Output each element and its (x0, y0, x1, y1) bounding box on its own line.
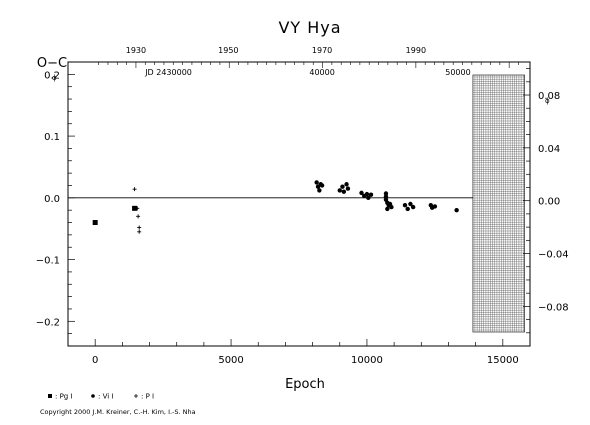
data-point-plus (137, 229, 142, 234)
legend-label: : Pg I (55, 393, 73, 401)
legend-plus-marker (134, 394, 138, 398)
y-axis-ticks: −0.2 −0.1 0.0 0.1 0.2 (36, 61, 75, 335)
right-tick-label: 0.00 (538, 197, 560, 208)
data-point-circle (345, 186, 351, 191)
data-point-plus (136, 214, 141, 219)
data-point-circle (385, 206, 390, 212)
x-axis-label: Epoch (285, 377, 325, 392)
data-point-plus (137, 225, 142, 230)
y-tick-label: 0.0 (44, 194, 60, 205)
data-point-circle (337, 188, 342, 193)
data-point-circle (359, 190, 364, 196)
data-point-circle (340, 184, 345, 189)
data-points (92, 180, 459, 234)
y-tick-label: 0.1 (44, 132, 60, 143)
legend-square-marker (48, 394, 52, 398)
x-tick-label: 5000 (218, 355, 243, 366)
year-tick-label: 1990 (406, 46, 426, 55)
data-point-circle (314, 180, 319, 185)
data-point-circle (341, 189, 347, 194)
y-axis-label: O−C (37, 56, 67, 71)
jd-label: 40000 (309, 68, 334, 77)
right-tick-label: 0.04 (538, 144, 560, 155)
jd-label: 50000 (445, 68, 470, 77)
phase-label-left: ϕ (52, 74, 57, 82)
hatched-region (472, 74, 525, 333)
julian-date-labels: JD 2430000 40000 50000 (144, 68, 471, 77)
right-tick-label: −0.04 (538, 250, 569, 261)
data-point-circle (432, 204, 438, 209)
data-point-circle (364, 191, 370, 197)
data-point-circle (408, 201, 413, 207)
data-point-plus (132, 187, 137, 192)
right-axis-ticks: −0.08 −0.04 0.00 0.04 0.08 (523, 68, 569, 334)
plot-frame (67, 61, 531, 347)
data-point-circle (317, 188, 322, 193)
x-axis-ticks: 0 5000 10000 15000 (92, 339, 519, 366)
data-point-square (132, 205, 138, 211)
x-tick-label: 0 (92, 355, 98, 366)
data-point-square (92, 220, 98, 226)
data-point-circle (368, 192, 374, 197)
legend-circle-marker (91, 394, 95, 398)
data-point-circle (402, 203, 408, 208)
data-point-circle (405, 206, 410, 212)
data-point-circle (366, 195, 371, 201)
legend-label: : P I (141, 393, 154, 401)
year-tick-label: 1970 (312, 46, 332, 55)
data-point-circle (383, 194, 389, 199)
x-tick-label: 15000 (487, 355, 519, 366)
phase-label-right: ϕ (545, 97, 550, 105)
y-tick-label: −0.1 (36, 256, 60, 267)
data-point-circle (319, 183, 325, 188)
data-point-circle (410, 204, 416, 210)
year-tick-label: 1950 (218, 46, 238, 55)
legend: : Pg I : Vi I : P I (48, 393, 154, 401)
data-point-circle (389, 204, 394, 210)
copyright-notice: Copyright 2000 J.M. Kreiner, C.-H. Kim, … (40, 408, 196, 416)
data-point-plus (135, 206, 140, 211)
right-tick-label: 0.08 (538, 91, 560, 102)
right-tick-label: −0.08 (538, 302, 569, 313)
data-point-circle (383, 191, 389, 196)
legend-label: : Vi I (98, 393, 113, 401)
y-tick-label: 0.2 (44, 70, 60, 81)
jd-label: JD 2430000 (144, 68, 192, 77)
chart-title: VY Hya (278, 18, 341, 37)
data-point-circle (344, 182, 349, 187)
top-year-axis: 1930 1950 1970 1990 (98, 46, 519, 68)
year-tick-label: 1930 (126, 46, 146, 55)
y-tick-label: −0.2 (36, 317, 60, 328)
data-point-circle (454, 207, 459, 213)
x-tick-label: 10000 (351, 355, 383, 366)
